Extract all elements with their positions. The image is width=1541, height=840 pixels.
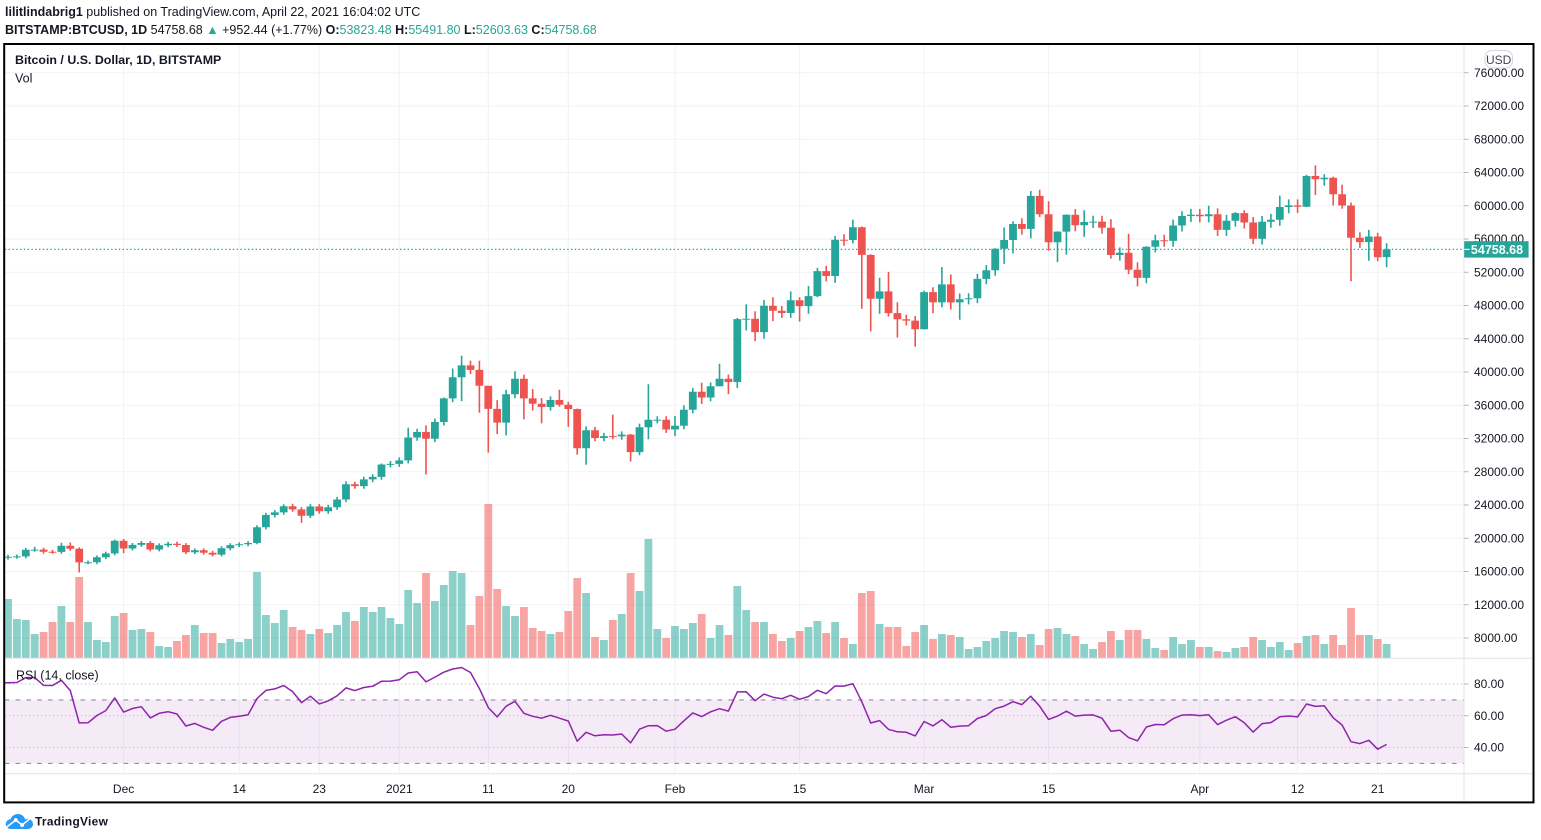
svg-text:Apr: Apr xyxy=(1190,782,1209,796)
svg-text:40000.00: 40000.00 xyxy=(1474,365,1524,379)
svg-text:80.00: 80.00 xyxy=(1474,677,1504,691)
svg-text:24000.00: 24000.00 xyxy=(1474,498,1524,512)
svg-text:RSI (14, close): RSI (14, close) xyxy=(16,669,99,683)
svg-text:2021: 2021 xyxy=(386,782,413,796)
svg-text:15: 15 xyxy=(793,782,807,796)
svg-text:60.00: 60.00 xyxy=(1474,709,1504,723)
svg-text:15: 15 xyxy=(1042,782,1056,796)
svg-text:68000.00: 68000.00 xyxy=(1474,133,1524,147)
svg-text:8000.00: 8000.00 xyxy=(1474,631,1518,645)
svg-text:20: 20 xyxy=(562,782,576,796)
svg-text:12: 12 xyxy=(1291,782,1305,796)
svg-text:23: 23 xyxy=(313,782,327,796)
svg-text:11: 11 xyxy=(482,782,495,796)
svg-text:Vol: Vol xyxy=(15,72,32,86)
svg-text:21: 21 xyxy=(1371,782,1385,796)
svg-text:48000.00: 48000.00 xyxy=(1474,299,1524,313)
svg-text:52000.00: 52000.00 xyxy=(1474,266,1524,280)
svg-text:Mar: Mar xyxy=(914,782,935,796)
svg-text:USD: USD xyxy=(1486,53,1512,67)
svg-text:20000.00: 20000.00 xyxy=(1474,532,1524,546)
svg-text:Bitcoin / U.S. Dollar, 1D, BIT: Bitcoin / U.S. Dollar, 1D, BITSTAMP xyxy=(15,53,221,67)
svg-text:TradingView: TradingView xyxy=(35,814,109,828)
svg-text:Feb: Feb xyxy=(665,782,686,796)
svg-text:64000.00: 64000.00 xyxy=(1474,166,1524,180)
svg-text:14: 14 xyxy=(233,782,247,796)
svg-text:12000.00: 12000.00 xyxy=(1474,598,1524,612)
svg-text:32000.00: 32000.00 xyxy=(1474,432,1524,446)
svg-text:72000.00: 72000.00 xyxy=(1474,99,1524,113)
svg-text:44000.00: 44000.00 xyxy=(1474,332,1524,346)
svg-text:lilitlindabrig1 published on T: lilitlindabrig1 published on TradingView… xyxy=(5,5,420,19)
svg-text:28000.00: 28000.00 xyxy=(1474,465,1524,479)
svg-text:16000.00: 16000.00 xyxy=(1474,565,1524,579)
svg-text:40.00: 40.00 xyxy=(1474,741,1504,755)
svg-text:Dec: Dec xyxy=(113,782,134,796)
svg-text:76000.00: 76000.00 xyxy=(1474,66,1524,80)
svg-text:54758.68: 54758.68 xyxy=(1471,243,1523,257)
svg-text:36000.00: 36000.00 xyxy=(1474,399,1524,413)
svg-text:BITSTAMP:BTCUSD, 1D 54758.68 ▲: BITSTAMP:BTCUSD, 1D 54758.68 ▲ +952.44 (… xyxy=(5,23,597,37)
svg-text:60000.00: 60000.00 xyxy=(1474,199,1524,213)
